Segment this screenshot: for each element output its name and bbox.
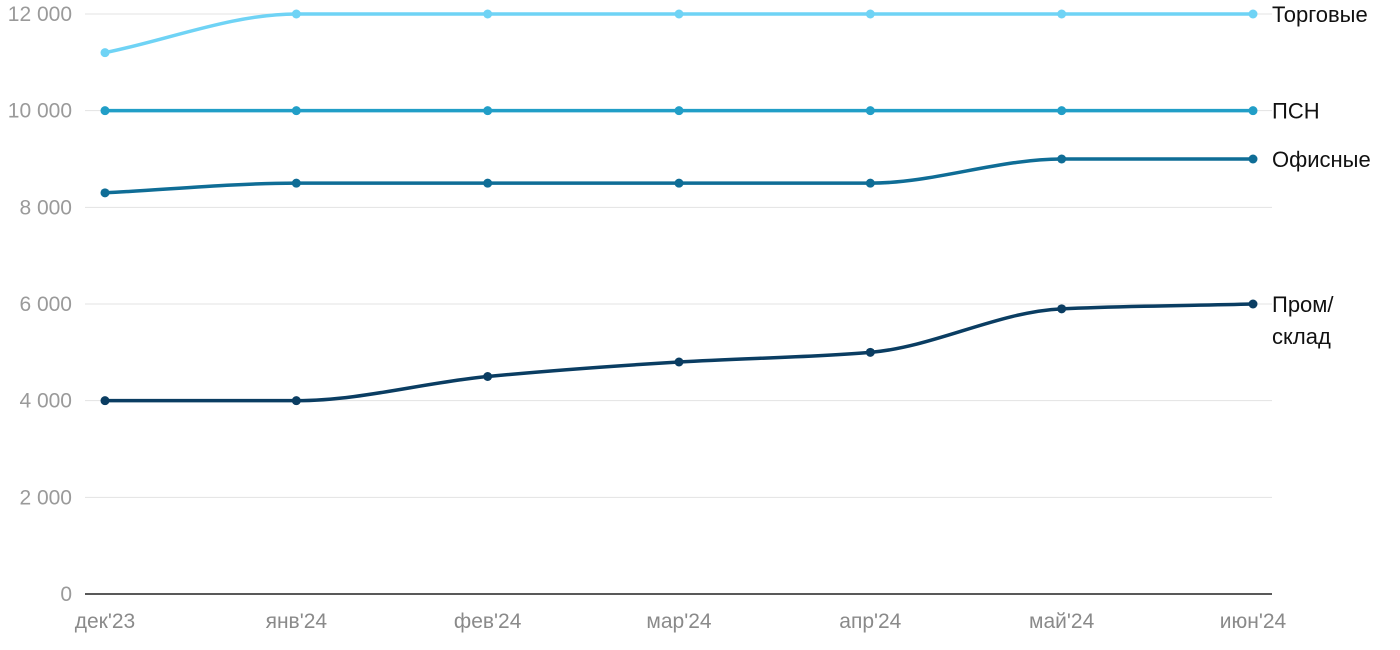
x-axis-ticks: дек'23 янв'24 фев'24 мар'24 апр'24 май'24 июн'…: [75, 610, 1287, 633]
data-point: [100, 106, 110, 116]
series-label: ПСН: [1272, 99, 1320, 124]
data-point: [1248, 299, 1258, 309]
data-point: [1248, 9, 1258, 19]
data-point: [1057, 106, 1067, 116]
data-point: [483, 9, 493, 19]
x-tick-label: фев'24: [454, 610, 522, 633]
data-point: [1057, 154, 1067, 164]
x-tick-label: дек'23: [75, 610, 136, 633]
data-point: [483, 106, 493, 116]
data-point: [1248, 154, 1258, 164]
data-point: [100, 188, 110, 198]
series-group: [100, 299, 1258, 406]
data-point: [674, 9, 684, 19]
y-tick-label: 0: [60, 583, 72, 606]
series-labels: Торговые ПСН Офисные Пром/склад: [1272, 2, 1371, 349]
x-tick-label: янв'24: [266, 610, 328, 633]
data-point: [291, 396, 301, 406]
y-axis-ticks: 0 2 000 4 000 6 000 8 000 10 000 12 000: [8, 3, 72, 606]
series-group: [100, 9, 1258, 58]
data-point: [674, 357, 684, 367]
series-line: [103, 12, 1255, 55]
data-point: [865, 178, 875, 188]
series-label: Офисные: [1272, 147, 1371, 172]
grid-lines: [85, 13, 1272, 498]
data-point: [100, 48, 110, 58]
data-point: [483, 372, 493, 381]
data-point: [100, 396, 110, 406]
data-point: [865, 347, 875, 357]
y-tick-label: 10 000: [8, 100, 72, 123]
x-tick-label: июн'24: [1220, 610, 1287, 633]
series-line: [103, 157, 1255, 195]
y-tick-label: 4 000: [19, 390, 72, 413]
data-point: [291, 106, 301, 116]
data-point: [291, 178, 301, 188]
x-tick-label: апр'24: [839, 610, 901, 633]
series-group: [100, 106, 1258, 116]
series-label: Пром/: [1272, 292, 1334, 317]
y-tick-label: 2 000: [19, 486, 72, 509]
data-point: [1248, 106, 1258, 116]
data-point: [674, 106, 684, 116]
x-tick-label: мар'24: [646, 610, 711, 633]
y-tick-label: 8 000: [19, 196, 72, 219]
data-point: [1057, 304, 1067, 314]
series-lines: [100, 9, 1258, 406]
data-point: [865, 9, 875, 19]
data-point: [483, 178, 493, 188]
series-group: [100, 154, 1258, 198]
data-point: [865, 106, 875, 116]
series-label: Торговые: [1272, 2, 1368, 27]
x-tick-label: май'24: [1029, 610, 1095, 633]
y-tick-label: 12 000: [8, 3, 72, 26]
y-tick-label: 6 000: [19, 293, 72, 316]
data-point: [674, 178, 684, 188]
data-point: [1057, 9, 1067, 19]
data-point: [291, 9, 301, 19]
series-label: склад: [1272, 324, 1331, 349]
series-line: [103, 302, 1255, 403]
